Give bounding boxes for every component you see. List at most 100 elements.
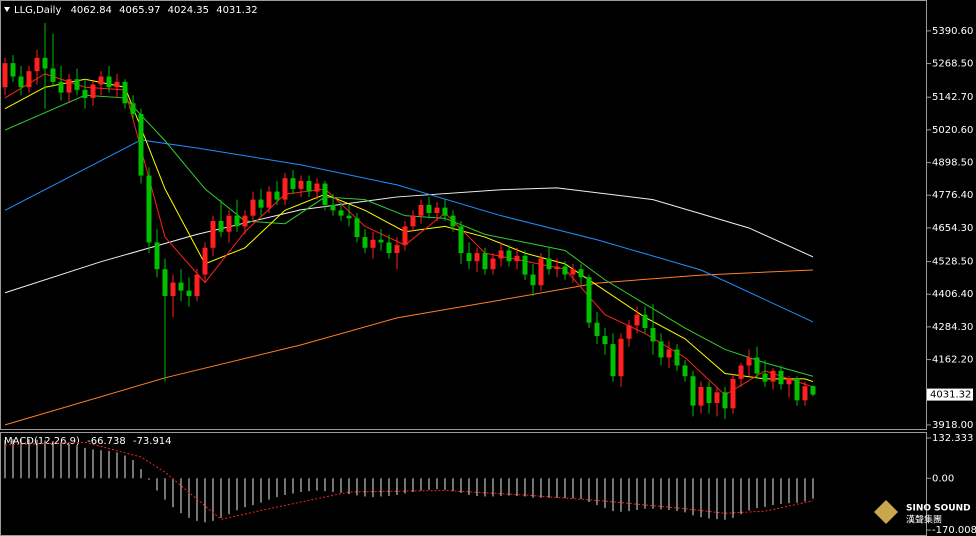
candle-body bbox=[202, 247, 208, 275]
candle-body bbox=[810, 386, 816, 395]
candle-body bbox=[322, 183, 328, 205]
candle-body bbox=[74, 79, 80, 90]
last-price-box bbox=[927, 388, 973, 401]
candle-body bbox=[642, 314, 648, 329]
candle-body bbox=[418, 204, 424, 216]
logo-icon bbox=[874, 500, 898, 524]
candle-body bbox=[578, 269, 584, 278]
macd-signal bbox=[4, 441, 814, 520]
open: 4062.84 bbox=[71, 5, 112, 16]
y-tick-label: 4776.40 bbox=[932, 190, 973, 201]
candle-body bbox=[178, 282, 184, 291]
candle-body bbox=[802, 386, 808, 401]
candle-body bbox=[242, 215, 248, 227]
candle-body bbox=[306, 180, 312, 192]
candle-body bbox=[114, 81, 120, 88]
y-tick-label: 4528.50 bbox=[932, 257, 973, 268]
candle-body bbox=[794, 378, 800, 401]
dropdown-icon bbox=[4, 7, 10, 12]
close: 4031.32 bbox=[216, 5, 257, 16]
high: 4065.97 bbox=[119, 5, 160, 16]
y-tick-label: 3918.00 bbox=[932, 420, 973, 431]
candle-body bbox=[658, 341, 664, 358]
macd-signal-value: -73.914 bbox=[133, 436, 172, 447]
candle-body bbox=[586, 277, 592, 323]
candle-body bbox=[386, 242, 392, 254]
candle-body bbox=[698, 386, 704, 406]
macd-y-tick-label: -170.008 bbox=[932, 525, 976, 536]
candle-body bbox=[298, 180, 304, 189]
y-tick-label: 5390.60 bbox=[932, 26, 973, 37]
candle-body bbox=[706, 386, 712, 403]
candle-body bbox=[482, 253, 488, 270]
candle-body bbox=[466, 253, 472, 262]
candle-body bbox=[618, 338, 624, 377]
candle-body bbox=[714, 392, 720, 403]
low: 4024.35 bbox=[168, 5, 209, 16]
candle-body bbox=[18, 76, 24, 88]
candle-body bbox=[594, 322, 600, 337]
y-tick-label: 5268.50 bbox=[932, 59, 973, 70]
last-price-label: 4031.32 bbox=[930, 390, 971, 401]
candle-body bbox=[218, 221, 224, 232]
candle-body bbox=[426, 204, 432, 213]
candle-body bbox=[458, 226, 464, 254]
candle-body bbox=[442, 207, 448, 216]
candle-body bbox=[754, 357, 760, 374]
macd-header: MACD(12,26,9) -66.738 -73.914 bbox=[4, 436, 172, 447]
candle-body bbox=[514, 255, 520, 262]
candle-body bbox=[570, 269, 576, 275]
moving-average bbox=[4, 139, 814, 323]
candle-body bbox=[522, 255, 528, 275]
candle-body bbox=[162, 269, 168, 296]
header: LLG,Daily 4062.84 4065.97 4024.35 4031.3… bbox=[14, 5, 258, 16]
candle-body bbox=[154, 242, 160, 270]
candle-body bbox=[450, 215, 456, 227]
candle-body bbox=[266, 191, 272, 208]
candle-body bbox=[394, 245, 400, 254]
candle-body bbox=[530, 274, 536, 286]
candle-body bbox=[210, 221, 216, 248]
candle-body bbox=[122, 81, 128, 104]
candle-body bbox=[546, 258, 552, 270]
candle-body bbox=[722, 392, 728, 409]
candle-body bbox=[98, 76, 104, 85]
candle-body bbox=[314, 183, 320, 192]
candle-body bbox=[106, 76, 112, 88]
candle-body bbox=[138, 113, 144, 176]
candle-body bbox=[506, 250, 512, 262]
candle-body bbox=[674, 349, 680, 366]
price-panel-frame bbox=[0, 0, 927, 430]
candle-body bbox=[490, 258, 496, 270]
moving-average bbox=[4, 269, 814, 426]
candle-body bbox=[258, 199, 264, 208]
candle-body bbox=[666, 349, 672, 358]
macd-value: -66.738 bbox=[87, 436, 126, 447]
candle-body bbox=[762, 373, 768, 382]
candle-body bbox=[290, 178, 296, 189]
candle-body bbox=[50, 68, 56, 82]
candle-body bbox=[34, 57, 40, 72]
candle-body bbox=[690, 376, 696, 406]
candle-body bbox=[274, 191, 280, 200]
brand-chinese: 漢聲集團 bbox=[906, 514, 942, 526]
candle-body bbox=[170, 282, 176, 296]
brand: SINO SOUND bbox=[906, 504, 971, 514]
candle-body bbox=[234, 215, 240, 227]
candle-body bbox=[730, 378, 736, 409]
candle-body bbox=[786, 378, 792, 385]
candle-body bbox=[362, 237, 368, 248]
macd-y-tick-label: 132.333 bbox=[932, 433, 973, 444]
y-tick-label: 4898.50 bbox=[932, 158, 973, 169]
candle-body bbox=[634, 314, 640, 326]
candle-body bbox=[770, 370, 776, 382]
candle-body bbox=[354, 218, 360, 238]
watermark: SINO SOUND 漢聲集團 bbox=[874, 500, 971, 526]
candle-body bbox=[10, 63, 16, 77]
candle-body bbox=[146, 175, 152, 243]
candle-body bbox=[346, 215, 352, 219]
candle-body bbox=[26, 71, 32, 88]
candle-body bbox=[58, 81, 64, 93]
candle-body bbox=[2, 63, 8, 88]
